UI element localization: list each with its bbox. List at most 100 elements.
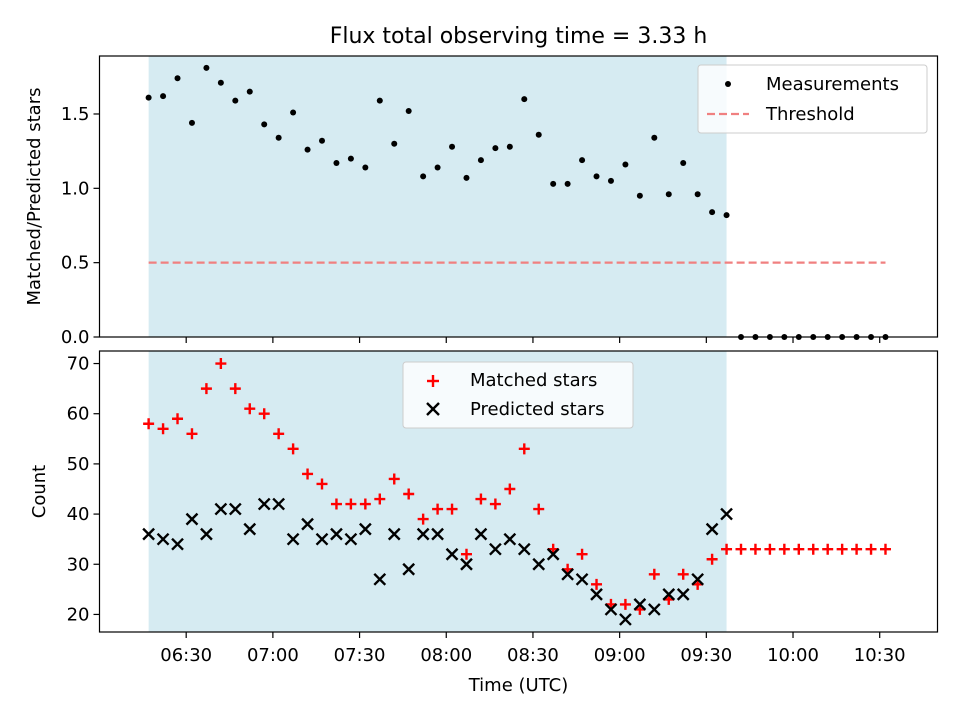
matched-stars-point [518,443,530,455]
measurement-point [261,121,268,128]
measurement-point [145,94,152,101]
matched-stars-point [576,548,588,560]
predicted-stars-point [604,603,618,616]
measurement-point [434,164,441,171]
matched-stars-point [330,498,342,510]
measurement-point [246,88,253,95]
legend-predicted-label: Predicted stars [470,399,604,420]
predicted-stars-point [185,512,199,526]
predicted-stars-point [445,547,459,561]
measurement-point [521,96,528,103]
matched-stars-point [417,513,429,525]
legend-threshold-label: Threshold [765,104,855,125]
predicted-stars-point [301,517,314,531]
bottom-plot-frame [98,350,939,633]
bottom-legend: Matched stars Predicted stars [402,361,634,429]
predicted-stars-point [633,598,647,611]
matched-stars-point [677,568,689,580]
matched-stars-point [229,383,241,395]
bot-ytick-label: 70 [67,354,90,375]
top-highlight-span [148,56,727,337]
top-x-axis [185,337,881,343]
matched-stars-point [793,543,805,555]
matched-stars-point [345,498,357,510]
bottom-legend-frame [402,361,634,429]
top-y-axis: 0.0 0.5 1.0 1.5 [61,104,100,348]
predicted-stars-point [344,532,358,546]
matched-stars-point [446,503,458,515]
measurement-point [463,174,470,181]
bottom-x-axis: 06:30 07:00 07:30 08:00 08:30 09:00 09:30 10:00… [160,632,906,666]
measurement-point [405,108,412,115]
predicted-stars-point [460,557,473,571]
top-series-group [145,64,889,340]
predicted-stars-point [200,527,213,541]
predicted-stars-point [214,502,228,516]
matched-stars-point [504,483,516,495]
matched-stars-point [778,543,790,555]
measurement-point [174,75,181,82]
matched-stars-point [749,543,761,555]
predicted-stars-point [387,527,401,541]
legend-matched-label: Matched stars [470,370,597,391]
bot-xtick-label: 07:00 [247,645,299,666]
measurement-point [290,109,297,116]
measurement-point [347,155,354,162]
matched-stars-point [764,543,776,555]
predicted-stars-point [358,522,372,536]
matched-stars-point [460,548,472,560]
bot-xtick-label: 10:00 [767,645,819,666]
measurement-point [651,134,658,141]
bottom-y-axis: 20 30 40 50 60 70 [67,354,100,625]
bot-ytick-label: 20 [67,604,90,625]
top-panel: 0.0 0.5 1.0 1.5 Matched/Predicted stars Mea… [24,55,939,348]
predicted-stars-point [330,527,343,541]
measurement-point [275,134,282,141]
predicted-stars-point [474,527,488,541]
matched-stars-point [244,403,256,415]
predicted-stars-point [590,588,603,601]
predicted-stars-point [720,507,733,521]
chart-title: Flux total observing time = 3.33 h [330,24,708,49]
matched-stars-point [172,413,184,425]
measurement-point [391,140,398,147]
bot-xtick-label: 09:00 [594,645,646,666]
predicted-stars-point [272,497,286,511]
matched-stars-point [648,568,660,580]
matched-stars-point [143,418,155,430]
measurement-point [420,173,427,180]
measurement-point [506,143,513,150]
bot-ytick-label: 40 [67,504,90,525]
measurement-point [217,79,224,86]
matched-stars-point [302,468,314,480]
matched-stars-point [432,503,444,515]
top-plot-frame [98,55,939,338]
measurement-point [362,164,369,171]
bottom-panel: 20 30 40 50 60 70 06:30 07:00 07:30 08:00 08:30 09… [29,350,939,696]
bot-xtick-label: 08:30 [507,645,559,666]
predicted-stars-point [532,557,546,571]
measurement-point [694,191,701,198]
measurement-point [622,161,629,168]
measurement-point [607,177,614,184]
predicted-stars-point [243,522,257,536]
bot-ytick-label: 60 [67,404,90,425]
matched-stars-point [287,443,299,455]
matched-stars-point [403,488,415,500]
bot-ytick-label: 30 [67,554,90,575]
matched-stars-point [591,578,603,590]
measurement-point [477,157,484,164]
predicted-stars-point [676,588,690,601]
top-y-axis-label: Matched/Predicted stars [24,88,45,306]
predicted-stars-point [546,547,560,561]
measurement-point [636,192,643,199]
top-legend: Measurements Threshold [697,64,928,134]
measurement-point [232,97,239,104]
predicted-stars-point [416,527,430,541]
measurement-point [160,93,167,100]
top-ytick-label: 1.0 [61,178,90,199]
matched-stars-point [865,543,877,555]
matched-stars-point [374,493,386,505]
measurement-point [665,191,672,198]
